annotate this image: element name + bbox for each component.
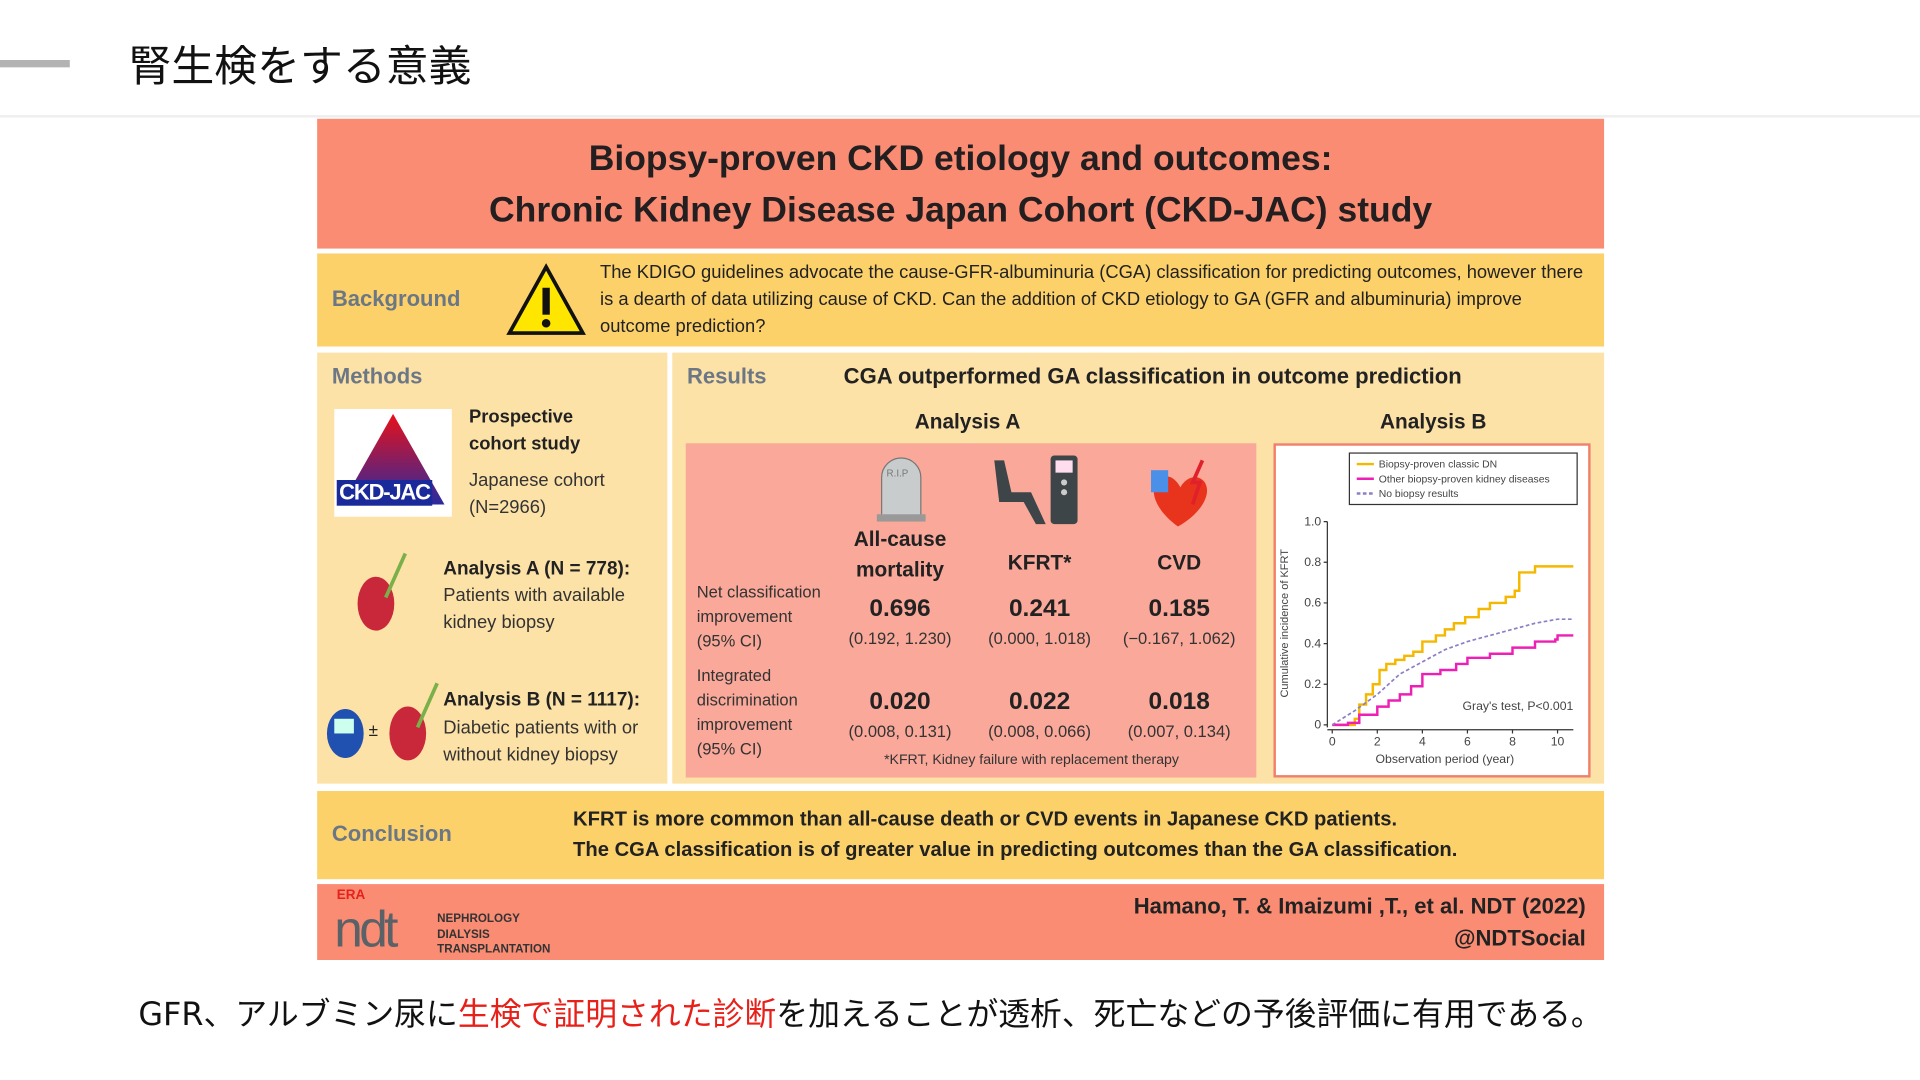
y-tick-label: 1.0 xyxy=(1304,514,1321,528)
dialysis-icon xyxy=(994,455,1078,525)
citation: Hamano, T. & Imaizumi ,T., et al. NDT (2… xyxy=(1134,890,1586,954)
y-axis-label: Cumulative incidence of KFRT xyxy=(1279,549,1291,698)
cohort-n: (N=2966) xyxy=(468,497,547,518)
warning-icon xyxy=(506,263,586,335)
outcome-cvd: CVD xyxy=(1157,551,1202,575)
cohort: Japanese cohort xyxy=(468,470,605,492)
glucose-meter-icon xyxy=(326,708,364,758)
kidney-biopsy-icon xyxy=(357,552,407,631)
nri-ci: (0.192, 1.230) xyxy=(848,629,952,648)
caption-post: を加えることが透析、死亡などの予後評価に有用である。 xyxy=(776,996,1603,1034)
nri-ci: (0.000, 1.018) xyxy=(988,629,1092,648)
x-tick-label: 0 xyxy=(1329,735,1336,749)
conclusion-line-2: The CGA classification is of greater val… xyxy=(573,838,1458,861)
y-tick-label: 0 xyxy=(1314,718,1321,732)
x-axis-label: Observation period (year) xyxy=(1376,752,1515,766)
analysis-b-text: Diabetic patients with or without kidney… xyxy=(443,717,639,766)
logo-text: CKD-JAC xyxy=(336,480,433,506)
nri-value: 0.696 xyxy=(869,595,931,623)
caption-pre: GFR、アルブミン尿に xyxy=(138,996,458,1034)
idi-ci: (0.008, 0.131) xyxy=(848,722,952,741)
analysis-a-text: Patients with available kidney biopsy xyxy=(443,585,626,634)
legend-label: Other biopsy-proven kidney diseases xyxy=(1379,474,1550,485)
journal-line: NEPHROLOGY xyxy=(437,912,520,926)
results-label: Results xyxy=(686,363,767,389)
title-line-1: Biopsy-proven CKD etiology and outcomes: xyxy=(588,139,1333,179)
x-tick-label: 4 xyxy=(1419,735,1426,749)
kidney-biopsy-icon-2 xyxy=(389,682,439,761)
study-type: Prospective cohort study xyxy=(468,406,581,455)
plus-minus: ± xyxy=(368,720,378,740)
analysis-b-title: Analysis B (N = 1117): xyxy=(443,689,641,711)
idi-value: 0.020 xyxy=(869,688,931,716)
y-tick-label: 0.8 xyxy=(1304,555,1321,569)
nri-value: 0.241 xyxy=(1008,595,1071,623)
legend-label: No biopsy results xyxy=(1379,489,1459,500)
kfrt-incidence-chart: 0 0.2 0.4 0.6 0.8 1.0 0 2 4 6 8 10 Observation perio… xyxy=(1279,452,1578,766)
analysis-a-title: Analysis A (N = 778): xyxy=(443,558,631,580)
ndt-logo: ERA ndt NEPHROLOGY DIALYSIS TRANSPLANTAT… xyxy=(334,888,579,959)
analysis-b-heading: Analysis B xyxy=(1380,410,1487,434)
outcome-kfrt: KFRT* xyxy=(1007,551,1072,575)
x-tick-label: 2 xyxy=(1374,735,1381,749)
accent-bar xyxy=(0,60,70,68)
results-panel: Results CGA outperformed GA classificati… xyxy=(672,352,1605,784)
idi-value: 0.022 xyxy=(1008,688,1071,716)
y-tick-label: 0.6 xyxy=(1304,596,1321,610)
analysis-a-box: R.I.P All-cause mortality KFRT* CVD Net … xyxy=(685,443,1257,778)
background-label: Background xyxy=(331,286,461,312)
tombstone-icon xyxy=(876,457,926,522)
infographic-header: Biopsy-proven CKD etiology and outcomes:… xyxy=(317,118,1605,249)
title-line-2: Chronic Kidney Disease Japan Cohort (CKD… xyxy=(489,191,1433,231)
caption-highlight: 生検で証明された診断 xyxy=(457,996,777,1034)
idi-value: 0.018 xyxy=(1148,688,1210,716)
slide-title: 腎生検をする意義 xyxy=(128,42,472,92)
series-line xyxy=(1332,565,1574,727)
slide-caption: GFR、アルブミン尿に生検で証明された診断を加えることが透析、死亡などの予後評価… xyxy=(138,989,1602,1034)
methods-label: Methods xyxy=(331,363,423,389)
nri-value: 0.185 xyxy=(1148,595,1210,623)
x-tick-label: 6 xyxy=(1464,735,1471,749)
y-tick-label: 0.2 xyxy=(1304,677,1321,691)
analysis-a-heading: Analysis A xyxy=(914,410,1021,434)
conclusion-line-1: KFRT is more common than all-cause death… xyxy=(573,808,1398,831)
nri-ci: (−0.167, 1.062) xyxy=(1122,629,1236,648)
chart-annotation: Gray's test, P<0.001 xyxy=(1463,699,1574,713)
journal-line: DIALYSIS xyxy=(437,927,490,942)
y-tick-label: 0.4 xyxy=(1304,636,1321,650)
conclusion-label: Conclusion xyxy=(331,821,452,847)
x-tick-label: 10 xyxy=(1551,735,1565,749)
idi-ci: (0.008, 0.066) xyxy=(988,722,1092,741)
kfrt-footnote: *KFRT, Kidney failure with replacement t… xyxy=(884,753,1179,768)
series-line xyxy=(1332,634,1574,727)
social-handle: @NDTSocial xyxy=(1453,925,1586,951)
x-tick-label: 8 xyxy=(1509,735,1516,749)
background-text: The KDIGO guidelines advocate the cause-… xyxy=(600,262,1584,337)
logo-era: ERA xyxy=(336,887,366,903)
outcome-all-cause-mortality: All-cause mortality xyxy=(853,527,947,582)
chart-legend xyxy=(1348,452,1578,506)
series-line xyxy=(1331,618,1574,726)
divider xyxy=(0,115,1920,118)
journal-line: TRANSPLANTATION xyxy=(437,942,551,957)
citation-text: Hamano, T. & Imaizumi ,T., et al. NDT (2… xyxy=(1133,893,1586,919)
analysis-b-box: 0 0.2 0.4 0.6 0.8 1.0 0 2 4 6 8 10 Observation perio… xyxy=(1273,443,1591,778)
nri-label: Net classification improvement (95% CI) xyxy=(696,582,821,651)
conclusion-band: Conclusion KFRT is more common than all-… xyxy=(317,791,1605,880)
legend-label: Biopsy-proven classic DN xyxy=(1379,460,1497,471)
idi-label: Integrated discrimination improvement (9… xyxy=(696,666,798,758)
background-band: Background The KDIGO guidelines advocate… xyxy=(317,253,1605,347)
journal-name: NEPHROLOGY DIALYSIS TRANSPLANTATION xyxy=(437,912,550,958)
methods-panel: Methods CKD-JAC Prospective cohort study… xyxy=(317,352,668,784)
ckd-jac-logo: CKD-JAC xyxy=(334,408,452,517)
heart-icon xyxy=(1151,459,1208,527)
idi-ci: (0.007, 0.134) xyxy=(1127,722,1231,741)
logo-ndt: ndt xyxy=(334,900,398,958)
footer-band: ERA ndt NEPHROLOGY DIALYSIS TRANSPLANTAT… xyxy=(317,884,1605,961)
infographic: Biopsy-proven CKD etiology and outcomes:… xyxy=(317,118,1605,961)
conclusion-text: KFRT is more common than all-cause death… xyxy=(573,804,1457,865)
results-headline: CGA outperformed GA classification in ou… xyxy=(843,363,1462,389)
rip-text: R.I.P xyxy=(886,467,909,479)
